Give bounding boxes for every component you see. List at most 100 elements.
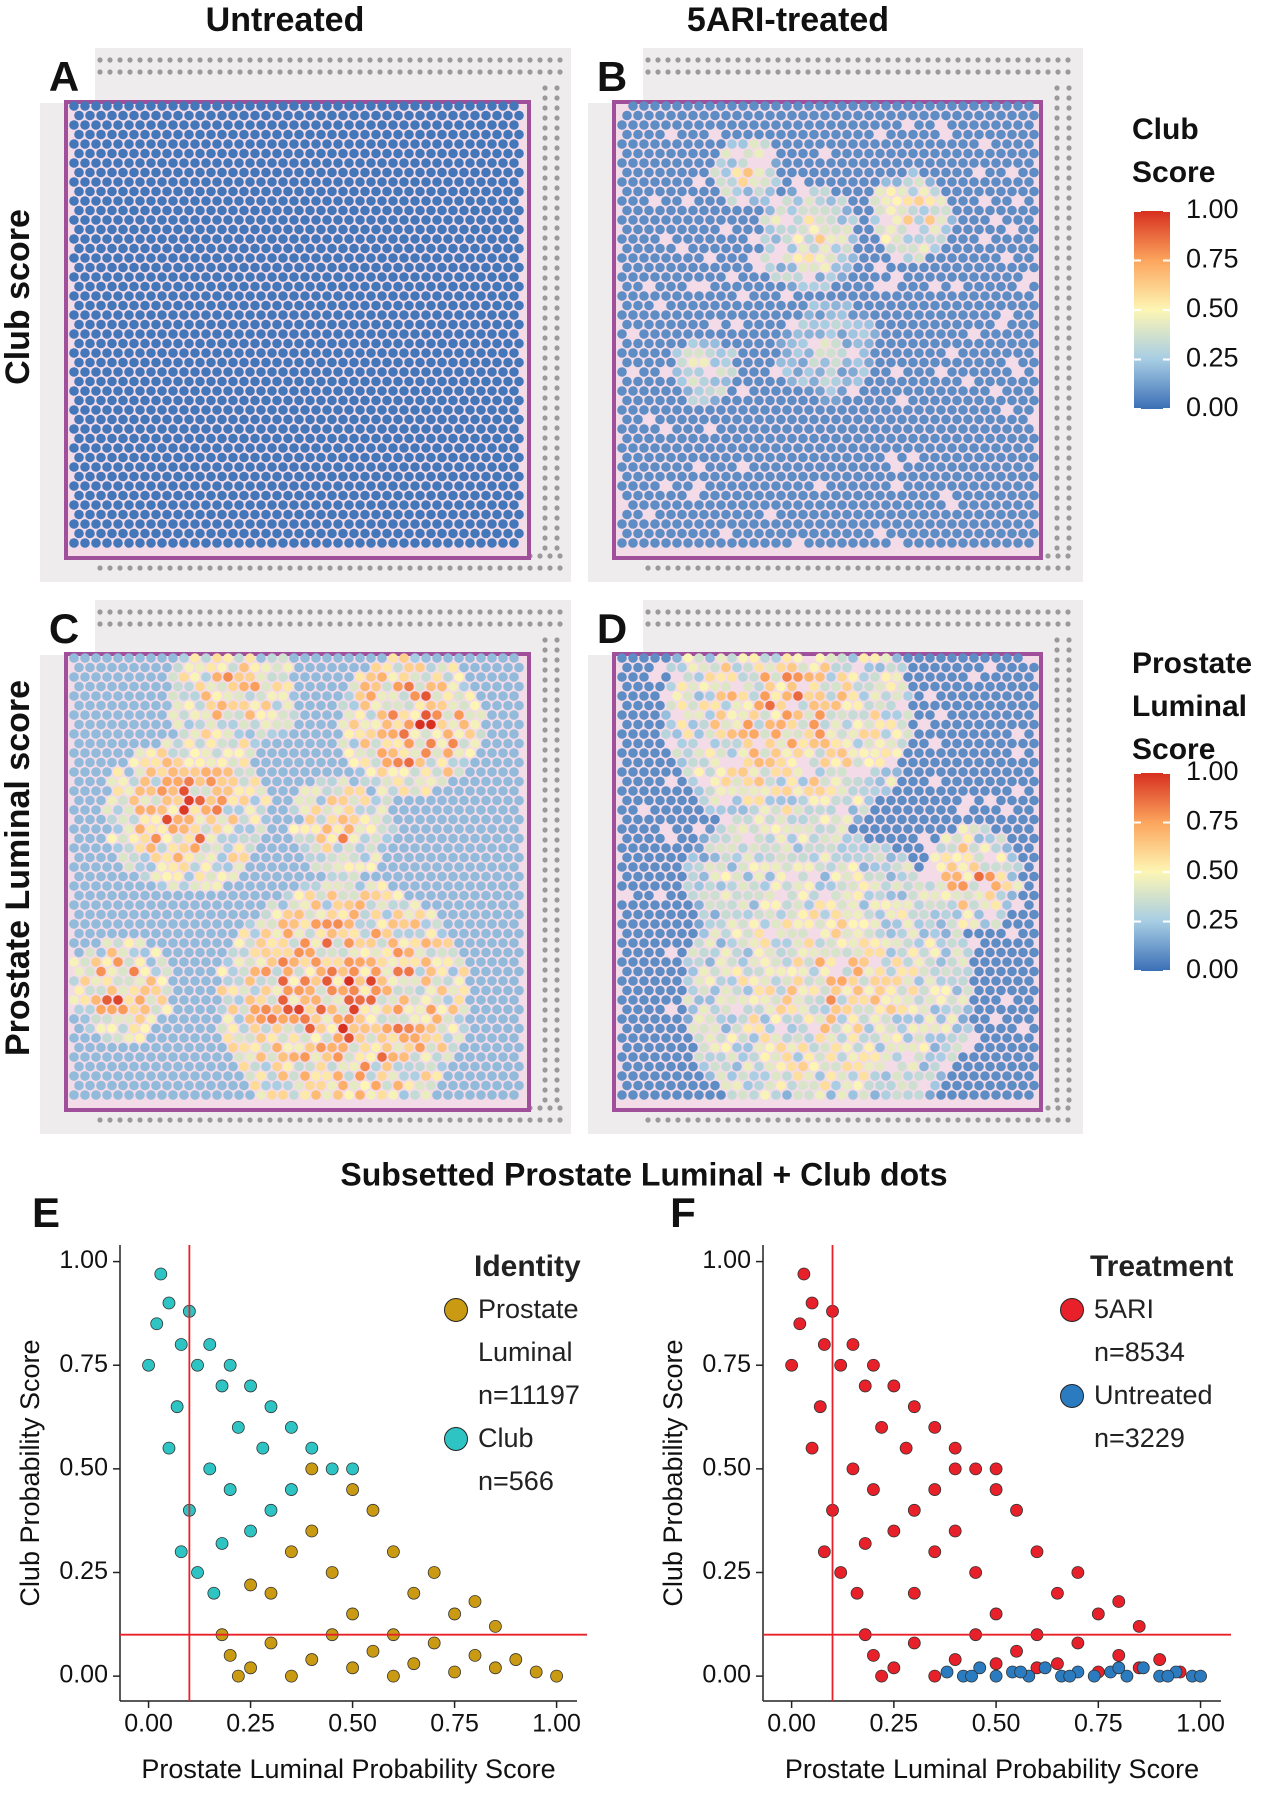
tissue-spot [162, 414, 172, 425]
tissue-spot [201, 215, 211, 225]
tissue-spot [683, 253, 693, 263]
tissue-spot [826, 538, 836, 548]
tissue-spot [201, 424, 211, 434]
tissue-spot [749, 538, 759, 548]
tissue-spot [644, 357, 654, 368]
tissue-spot [162, 319, 172, 330]
tissue-spot [85, 471, 95, 482]
tissue-spot [360, 490, 370, 501]
tissue-spot [908, 338, 918, 349]
fiducial-dot [227, 57, 233, 63]
fiducial-dot [367, 57, 373, 63]
tissue-spot [509, 653, 519, 663]
tissue-spot [476, 386, 486, 396]
tissue-spot [421, 748, 431, 758]
tissue-spot [952, 376, 962, 387]
tissue-spot [991, 158, 1001, 168]
tissue-spot [881, 443, 891, 453]
tissue-spot [688, 167, 698, 178]
tissue-spot [140, 148, 150, 159]
tissue-spot [256, 538, 266, 548]
fiducial-dot [557, 565, 563, 571]
fiducial-dot [554, 867, 560, 873]
tissue-spot [459, 700, 469, 711]
tissue-spot [974, 395, 984, 406]
tissue-spot [470, 167, 480, 178]
fiducial-dot [815, 57, 821, 63]
tissue-spot [388, 767, 398, 777]
fiducial-dot [507, 621, 513, 627]
tissue-spot [628, 310, 638, 320]
tissue-spot [760, 101, 770, 111]
tissue-spot [316, 376, 326, 387]
tissue-spot [820, 509, 830, 520]
tissue-spot [300, 405, 310, 415]
tissue-spot [410, 653, 420, 663]
tissue-spot [69, 538, 79, 548]
tissue-spot [96, 414, 106, 425]
tissue-spot [617, 386, 627, 396]
fiducial-dot [1054, 545, 1060, 551]
tissue-spot [250, 357, 260, 368]
tissue-spot [404, 281, 414, 292]
tissue-spot [465, 729, 475, 739]
tissue-spot [1007, 129, 1017, 140]
tissue-spot [80, 729, 90, 739]
tissue-spot [107, 186, 117, 197]
tissue-spot [465, 653, 475, 663]
fiducial-dot [517, 69, 523, 75]
tissue-spot [300, 500, 310, 510]
tissue-spot [393, 262, 403, 273]
tissue-spot [102, 253, 112, 263]
tissue-spot [250, 700, 260, 711]
tissue-spot [91, 101, 101, 111]
tissue-spot [804, 310, 814, 320]
tissue-spot [655, 414, 665, 425]
fiducial-dot [1005, 69, 1011, 75]
fiducial-dot [187, 69, 193, 75]
tissue-spot [443, 272, 453, 282]
tissue-spot [443, 424, 453, 434]
tissue-spot [173, 129, 183, 140]
tissue-spot [388, 158, 398, 168]
fiducial-dot [554, 215, 560, 221]
tissue-spot [393, 738, 403, 749]
tissue-spot [498, 253, 508, 263]
tissue-spot [300, 443, 310, 453]
fiducial-dot [1035, 565, 1041, 571]
tissue-spot [305, 471, 315, 482]
tissue-spot [322, 462, 332, 472]
tissue-spot [487, 120, 497, 130]
tissue-spot [644, 300, 654, 311]
tissue-spot [322, 310, 332, 320]
tissue-spot [366, 710, 376, 720]
tissue-spot [826, 196, 836, 206]
tissue-spot [107, 338, 117, 349]
fiducial-dot [1054, 165, 1060, 171]
tissue-spot [996, 509, 1006, 520]
tissue-spot [459, 433, 469, 444]
tissue-spot [639, 424, 649, 434]
tissue-spot [377, 253, 387, 263]
tissue-spot [672, 291, 682, 301]
fiducial-dot [705, 69, 711, 75]
tissue-spot [410, 424, 420, 434]
tissue-spot [179, 348, 189, 358]
fiducial-dot [257, 565, 263, 571]
tissue-spot [996, 186, 1006, 197]
tissue-spot [333, 424, 343, 434]
tissue-spot [399, 538, 409, 548]
tissue-spot [338, 338, 348, 349]
tissue-spot [382, 662, 392, 673]
tissue-spot [272, 662, 282, 673]
tissue-spot [404, 376, 414, 387]
tissue-spot [650, 177, 660, 187]
tissue-spot [366, 272, 376, 282]
fiducial-dot [557, 57, 563, 63]
tissue-spot [327, 490, 337, 501]
tissue-spot [859, 310, 869, 320]
tissue-spot [837, 329, 847, 339]
tissue-spot [382, 757, 392, 768]
tissue-spot [437, 110, 447, 121]
tissue-spot [305, 224, 315, 235]
